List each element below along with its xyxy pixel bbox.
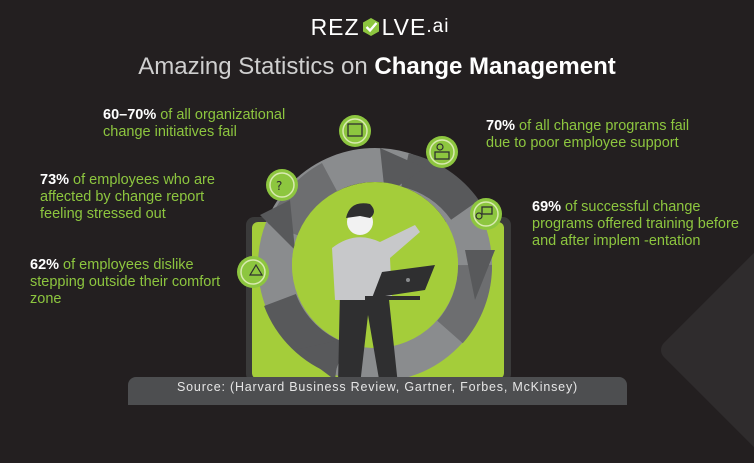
change-cycle-illustration: ? xyxy=(237,115,511,385)
stat-comfort-zone: 62% of employees dislike stepping outsid… xyxy=(30,257,250,308)
rezolve-logo: REZ LVE .ai xyxy=(300,14,460,40)
stat-text: of successful change programs offered tr… xyxy=(532,199,739,249)
badge-training-presentation-icon xyxy=(470,198,502,230)
logo-check-icon xyxy=(362,18,379,36)
stat-value: 69% xyxy=(532,199,562,215)
title-bold: Change Management xyxy=(374,53,616,80)
stat-training: 69% of successful change programs offere… xyxy=(532,199,752,250)
stat-poor-support: 70% of all change programs fail due to p… xyxy=(486,118,716,152)
stat-value: 70% xyxy=(486,118,516,134)
badge-warning-worker-icon xyxy=(237,256,269,288)
stat-value: 62% xyxy=(30,257,60,273)
stat-value: 73% xyxy=(40,172,70,188)
stat-text: of employees dislike stepping outside th… xyxy=(30,257,221,307)
stat-employees-stressed: 73% of employees who are affected by cha… xyxy=(40,172,250,223)
source-citation: Source: (Harvard Business Review, Gartne… xyxy=(128,377,627,405)
stat-value: 60–70% xyxy=(103,107,157,123)
badge-confused-worker-icon: ? xyxy=(266,169,298,201)
presenter-figure-icon xyxy=(332,203,435,385)
logo-text-left: REZ xyxy=(310,13,360,40)
decorative-corner-shape xyxy=(656,236,754,463)
logo-text-right: LVE xyxy=(381,13,427,40)
stat-initiatives-fail: 60–70% of all organizational change init… xyxy=(103,107,333,141)
stat-text: of all change programs fail due to poor … xyxy=(486,118,690,151)
badge-team-meeting-icon xyxy=(339,115,371,147)
stat-text: of employees who are affected by change … xyxy=(40,172,215,222)
stat-text: of all organizational change initiatives… xyxy=(103,107,286,140)
cycle-arrows-icon xyxy=(258,148,495,382)
svg-text:?: ? xyxy=(276,179,282,193)
page-title: Amazing Statistics on Change Management xyxy=(0,53,754,81)
logo-suffix: .ai xyxy=(426,16,450,37)
badge-desk-worker-icon xyxy=(426,136,458,168)
title-light: Amazing Statistics on xyxy=(138,53,375,80)
